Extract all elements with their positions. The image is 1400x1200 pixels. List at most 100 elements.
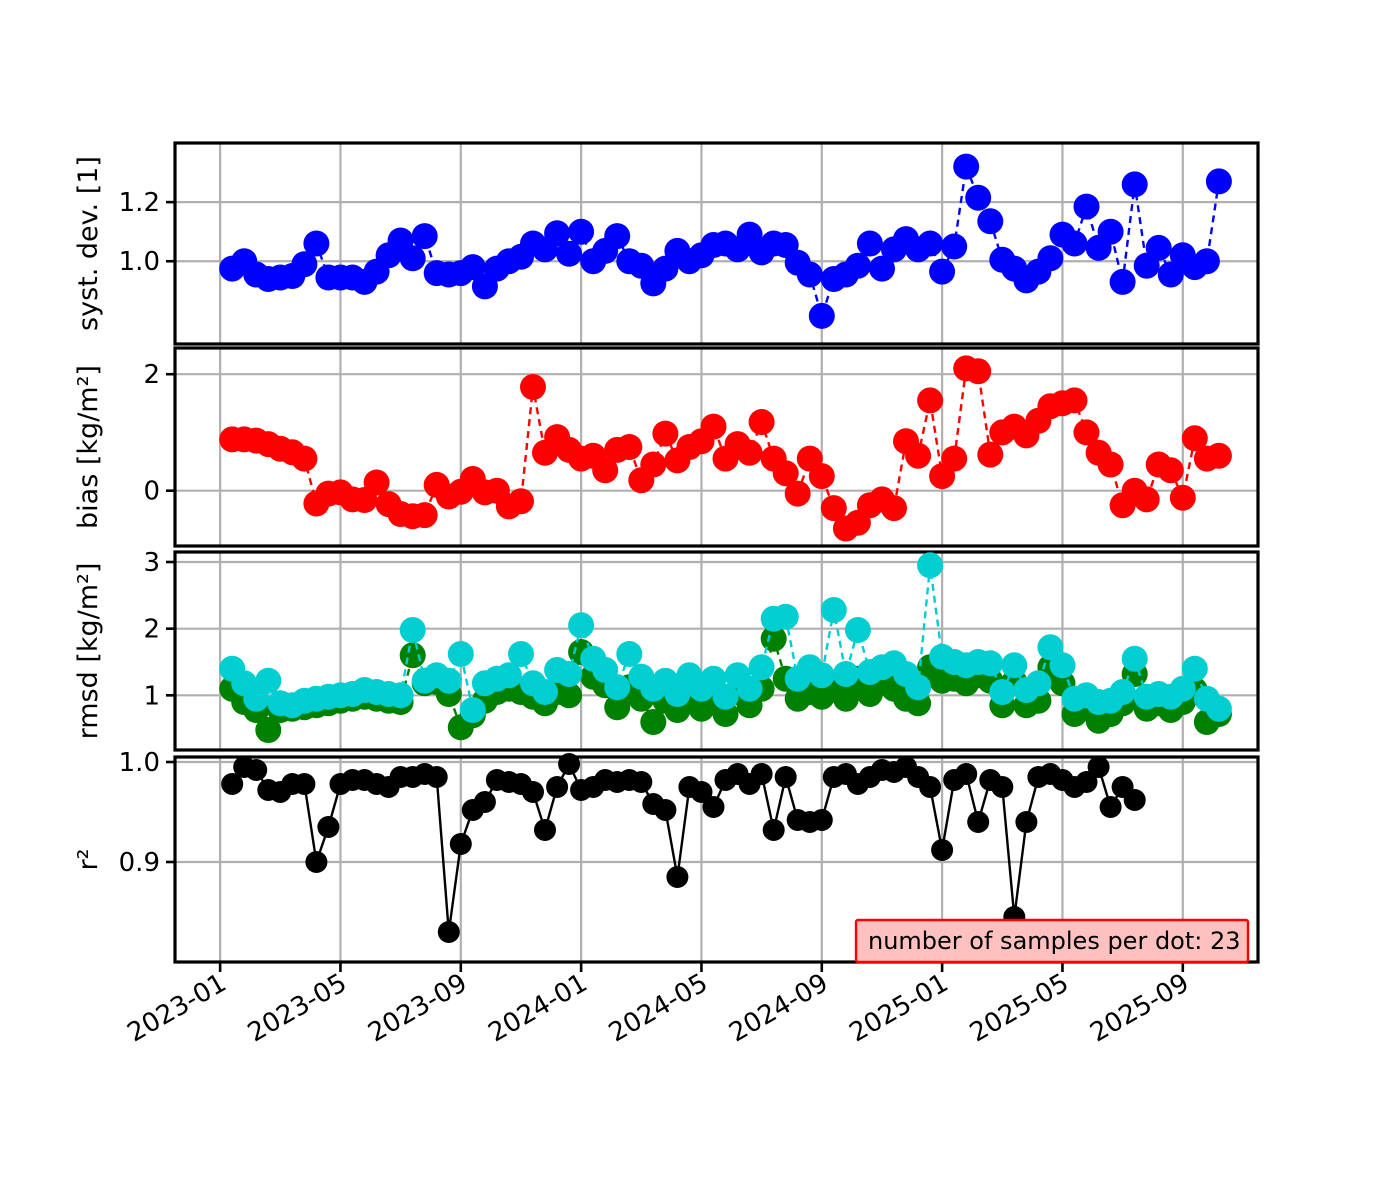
xtick-label: 2025-09 [1085,968,1194,1048]
data-point [1073,193,1100,220]
ytick-label: 0 [143,477,160,507]
data-point [1015,811,1038,833]
data-point [750,763,773,785]
data-point [616,434,643,460]
data-point [447,641,474,667]
data-point [1097,218,1124,245]
series-bias-ff0000 [219,355,1232,542]
ytick-label: 3 [143,548,160,578]
data-point [832,685,859,712]
data-point [1205,168,1232,195]
data-point [832,661,859,687]
ytick-label: 1.2 [119,188,160,218]
data-point [919,776,942,798]
data-point [1157,457,1184,484]
panel-bias: 02 [143,346,1260,548]
data-point [736,675,763,702]
data-point [1087,756,1110,778]
data-point [556,240,583,267]
data-point [905,674,932,701]
data-point [953,153,980,180]
data-point [917,387,944,414]
data-point [317,816,340,838]
data-point [1001,652,1028,679]
ytick-label: 2 [143,360,160,390]
data-point [520,374,546,400]
data-point [640,451,667,478]
data-point [654,799,677,821]
axis-label-r2: r² [73,849,104,871]
data-point [1073,419,1100,446]
data-point [437,921,460,943]
data-point [820,495,847,522]
data-point [592,457,619,484]
data-point [967,811,990,833]
ytick-label: 0.9 [119,848,160,878]
data-point [977,441,1004,468]
data-point [1037,245,1064,272]
data-point [989,679,1016,705]
data-point [459,254,486,281]
xtick-label: 2024-01 [484,968,593,1048]
data-point [363,469,390,496]
data-point [965,358,992,385]
data-point [844,617,871,643]
series-rmsd-00ced1 [219,552,1232,723]
data-point [808,302,835,329]
data-point [748,654,775,681]
data-point [1075,771,1098,793]
data-point [736,439,763,466]
data-point [449,833,472,855]
data-point [255,717,282,743]
axis-label-rmsd: rmsd [kg/m²] [73,563,104,740]
data-point [796,261,823,288]
data-point [965,184,992,211]
data-point [810,809,833,831]
data-point [291,251,318,278]
data-point [702,796,725,818]
data-point [652,420,679,447]
data-point [760,625,787,652]
data-point [604,674,631,701]
data-point [1133,486,1160,513]
data-point [604,223,631,250]
data-point [690,781,713,803]
data-point [774,766,797,788]
data-point [712,683,739,710]
annotation-label: number of samples per dot: 23 [868,927,1241,955]
data-point [1193,248,1220,275]
data-point [1181,655,1208,682]
data-point [546,776,569,798]
data-point [881,495,907,522]
data-point [558,753,581,775]
ytick-label: 1 [143,681,160,711]
data-point [1123,789,1146,811]
data-point [1145,234,1172,261]
ytick-label: 1.0 [119,247,160,277]
data-point [556,661,583,687]
panel-frame-bias [173,346,1260,548]
data-point [399,617,426,643]
panel-frame-rmsd [173,550,1260,752]
data-point [556,682,583,709]
data-point [508,641,534,667]
data-point [387,682,414,709]
data-point [1061,230,1088,257]
data-point [522,781,544,803]
data-point [772,603,799,630]
data-point [291,445,318,472]
data-point [1181,425,1208,452]
data-point [762,819,785,841]
data-point [508,488,534,515]
axis-label-syst-dev: syst. dev. [1] [73,156,104,331]
data-point [568,218,595,245]
data-point [666,866,689,888]
data-point [856,230,883,257]
data-point [664,681,691,707]
data-point [1157,261,1184,288]
data-point [1099,796,1122,818]
data-point [820,597,847,623]
data-point [411,223,438,250]
data-point [1121,645,1148,672]
